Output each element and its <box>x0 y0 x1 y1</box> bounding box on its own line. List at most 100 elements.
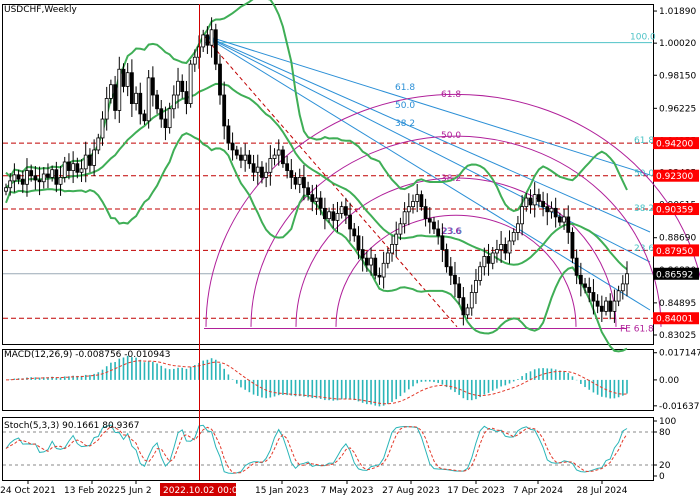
macd-signal-line <box>5 360 628 405</box>
candle-body <box>46 173 50 178</box>
candle-body <box>599 305 604 312</box>
candle-body <box>310 194 315 202</box>
candle-body <box>125 72 130 87</box>
candle-body <box>255 166 260 173</box>
stoch-k-line <box>5 424 628 474</box>
time-tick-label: 15 Jan 2023 <box>255 486 309 496</box>
candle-body <box>574 257 579 276</box>
candle-body <box>41 173 46 183</box>
fan-label-100: 100.0 <box>630 33 656 43</box>
candle-body <box>356 235 361 250</box>
candle-body <box>306 187 311 196</box>
candle-body <box>138 92 143 115</box>
candle-body <box>591 292 596 302</box>
candle-body <box>180 80 185 92</box>
candle-body <box>511 231 516 242</box>
candle-body <box>234 149 239 156</box>
candle-body <box>520 206 525 225</box>
price-tick-label: 0.84895 <box>659 299 696 309</box>
candle-body <box>121 68 126 87</box>
price-level-badge <box>653 203 699 216</box>
time-tick-label: 7 May 2023 <box>321 486 374 496</box>
candle-body <box>562 216 566 223</box>
candle-body <box>79 168 84 173</box>
macd-label: MACD(12,26,9) -0.008756 -0.010943 <box>4 350 170 360</box>
candle-body <box>616 290 621 302</box>
price-level-badge <box>653 137 699 150</box>
candle-body <box>516 223 520 233</box>
candle-body <box>142 113 147 122</box>
fan-line <box>202 34 651 176</box>
candle-body <box>226 125 231 144</box>
candle-body <box>490 252 495 264</box>
candle-body <box>108 84 113 99</box>
trend-diagonal <box>202 34 458 328</box>
candle-body <box>58 177 63 185</box>
candle-body <box>528 197 533 206</box>
candle-body <box>117 68 122 111</box>
candle-body <box>33 175 38 181</box>
candle-body <box>419 194 424 208</box>
candle-body <box>423 206 428 220</box>
stoch-tick-label: 100 <box>659 417 676 427</box>
candle-body <box>281 149 285 165</box>
candle-body <box>503 244 508 254</box>
price-level-label: 0.90359 <box>656 206 693 216</box>
candle-body <box>289 170 294 178</box>
candle-body <box>612 300 617 312</box>
candle-body <box>541 201 545 208</box>
candle-body <box>62 161 67 178</box>
candle-body <box>201 34 206 48</box>
time-tick-label: 7 Apr 2024 <box>513 486 563 496</box>
price-level-badge <box>653 267 699 280</box>
candle-body <box>369 257 373 266</box>
candle-body <box>478 266 483 281</box>
price-level-badge <box>653 169 699 182</box>
candle-body <box>553 207 558 218</box>
candle-body <box>75 163 80 173</box>
candle-body <box>343 206 348 216</box>
candle-body <box>25 170 29 185</box>
candle-body <box>377 274 382 278</box>
macd-tick-label: -0.016377 <box>659 402 700 412</box>
price-tick-label: 1.01890 <box>659 7 696 17</box>
time-cursor-label: 2022.10.02 00:00 <box>163 486 244 496</box>
stoch-tick-label: 0 <box>659 472 665 482</box>
candle-body <box>155 94 159 110</box>
price-level-label: 0.84001 <box>656 315 693 325</box>
candle-body <box>381 262 386 278</box>
macd-panel[interactable]: MACD(12,26,9) -0.008756 -0.010943 <box>4 350 628 407</box>
candle-body <box>302 177 306 189</box>
candle-body <box>260 166 264 178</box>
candle-body <box>188 63 193 104</box>
candle-body <box>557 216 562 223</box>
candle-body <box>448 266 453 276</box>
time-tick-label: 13 Feb 2022 <box>64 486 120 496</box>
panel-frame-2 <box>2 417 654 481</box>
candle-body <box>163 118 168 129</box>
candle-body <box>390 244 394 254</box>
fibo-arc <box>205 93 700 327</box>
candle-body <box>444 249 449 268</box>
candle-body <box>545 206 550 213</box>
fan-right-label: 38.2 <box>634 204 654 214</box>
candle-body <box>285 163 290 171</box>
stoch-tick-label: 20 <box>659 461 671 471</box>
stochastic-panel[interactable]: Stoch(5,3,3) 90.1661 80.9367 <box>3 421 653 474</box>
macd-tick-label: 0.00 <box>659 376 679 386</box>
candle-body <box>536 194 541 202</box>
panel-frame-1 <box>2 349 654 411</box>
arc-label: 23.6 <box>441 227 461 237</box>
time-tick-label: 28 Jul 2024 <box>577 486 628 496</box>
candle-body <box>192 56 197 65</box>
fan-label: 61.8 <box>395 83 415 93</box>
price-level-label: 0.87950 <box>656 247 693 257</box>
chart-title: USDCHF,Weekly <box>4 5 77 15</box>
candle-body <box>96 137 101 151</box>
candle-body <box>339 206 344 214</box>
price-panel[interactable]: FE 61.8 100.0 61.8 50.0 38.2 23.6 61.8 50.0 38.… <box>3 0 700 353</box>
fe-label: FE 61.8 <box>620 325 654 335</box>
candle-body <box>129 72 134 104</box>
candle-body <box>411 201 415 208</box>
